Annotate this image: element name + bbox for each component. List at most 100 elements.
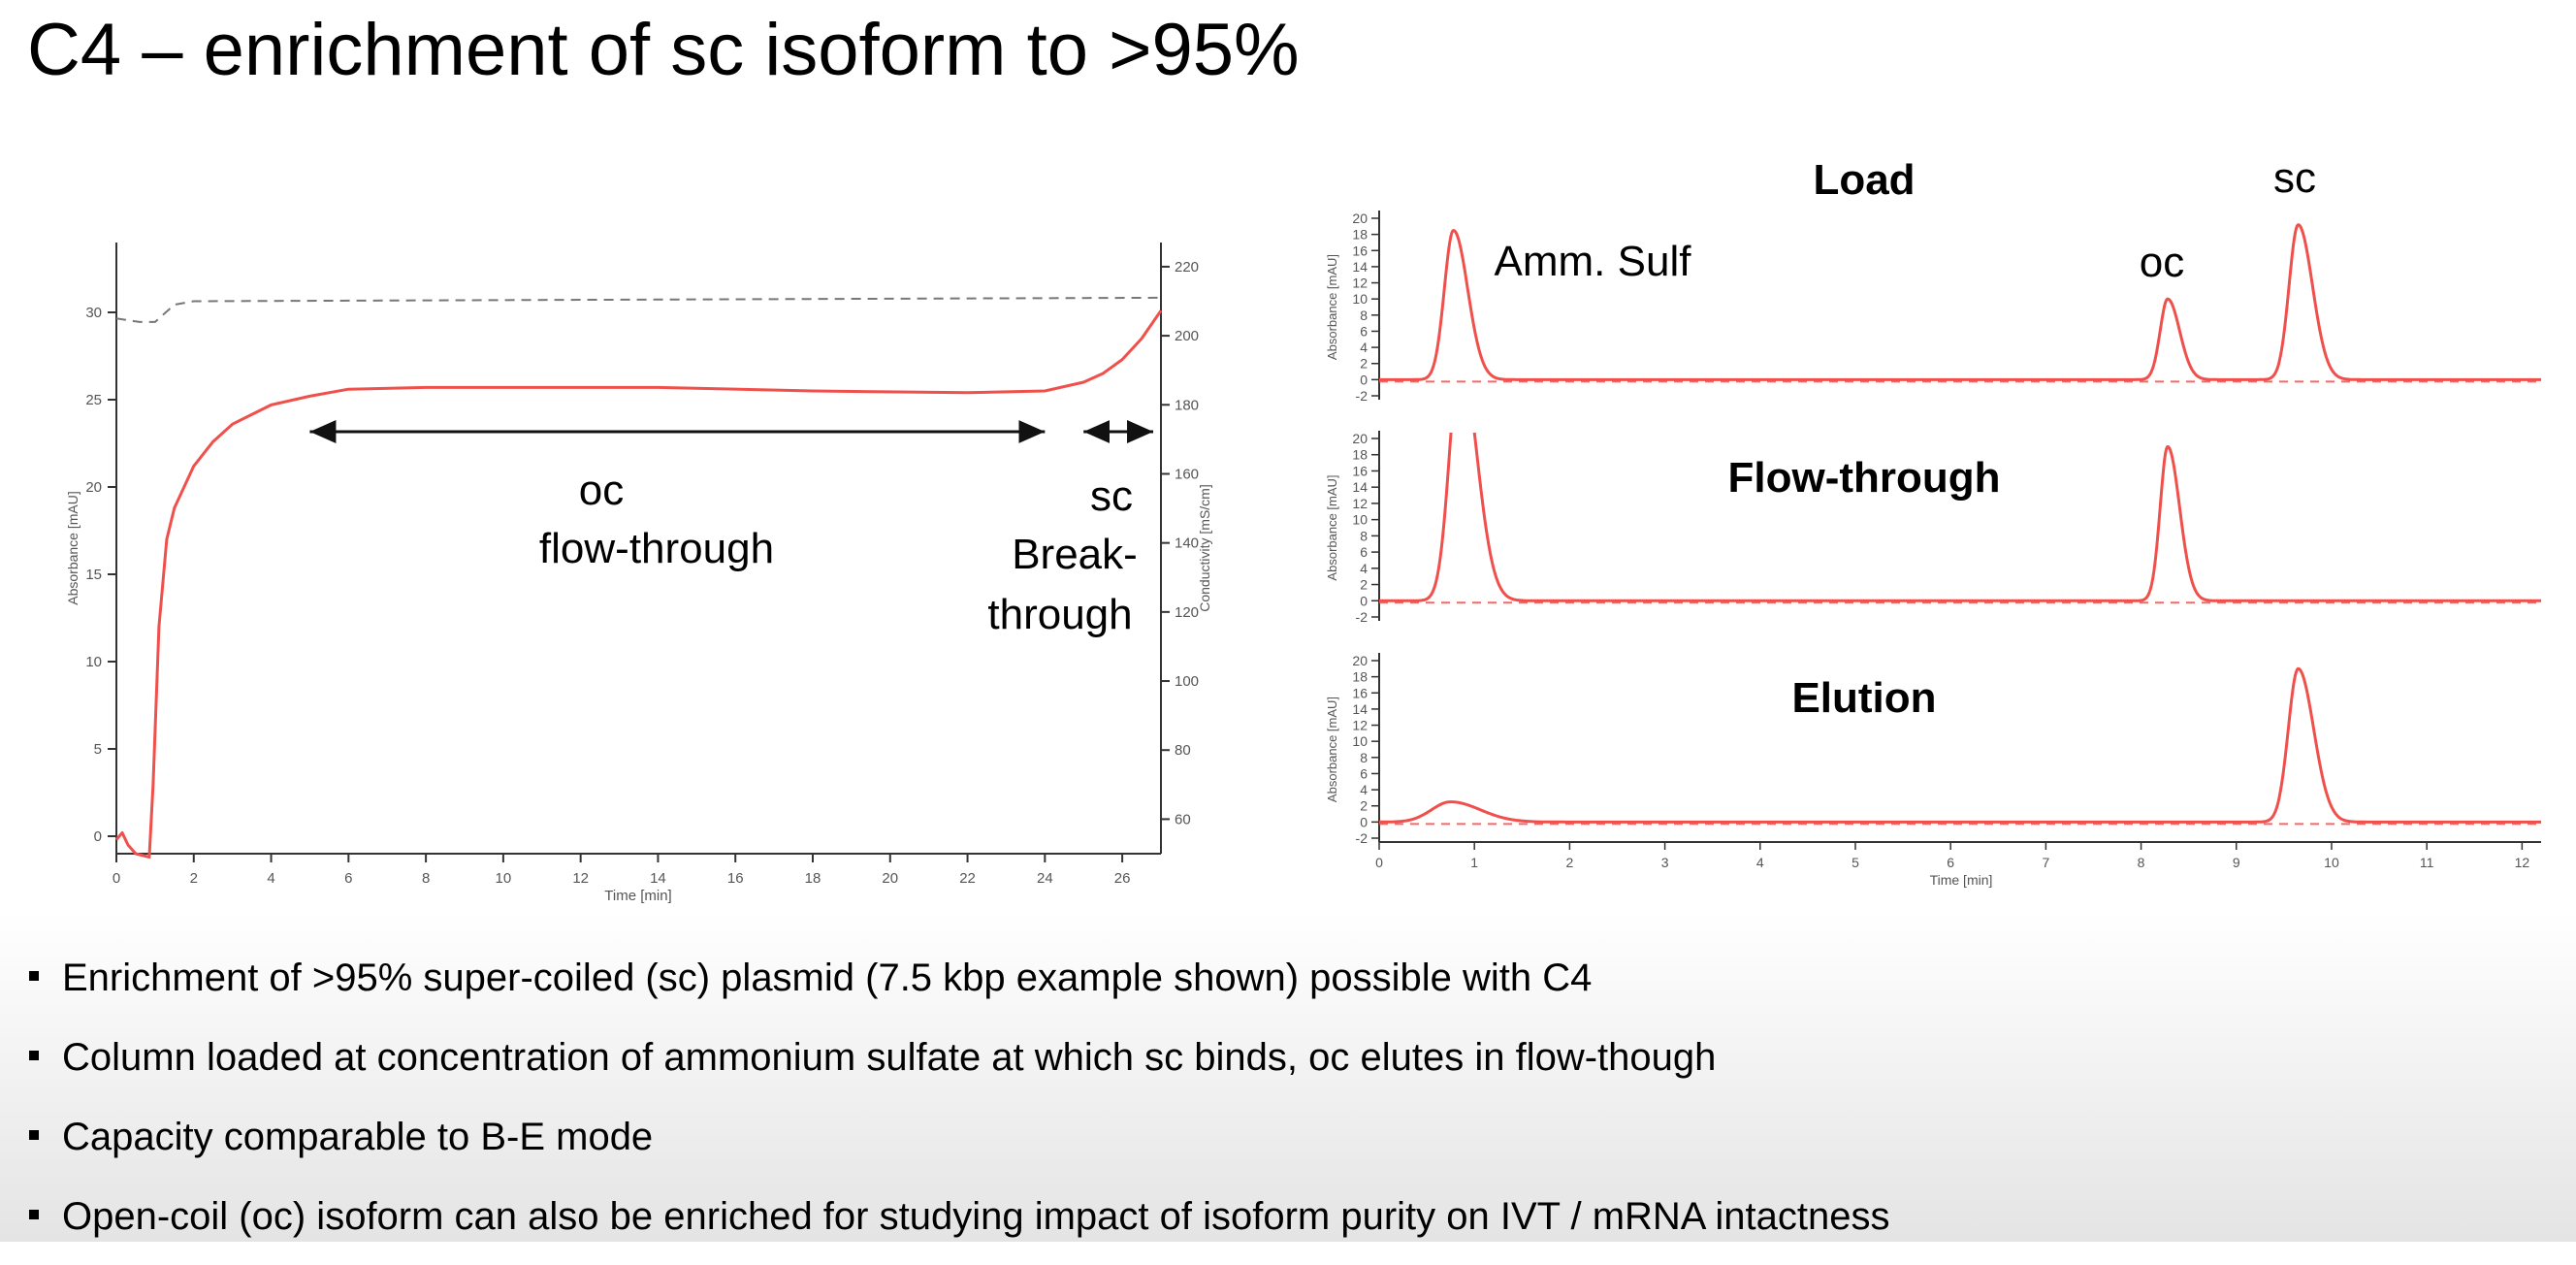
absorbance-trace [114, 309, 1163, 860]
panel-y-tick-label: 18 [1352, 227, 1368, 243]
x-tick-label: 22 [959, 870, 976, 887]
x-tick-label: 0 [113, 870, 120, 887]
y-tick-label: 0 [94, 828, 102, 845]
elution-title: Elution [1791, 674, 1936, 722]
x-tick-label: 8 [422, 870, 430, 887]
panel-y-tick-label: 18 [1352, 669, 1368, 685]
panel-y-tick-label: 20 [1352, 653, 1368, 668]
bullet-item: Open-coil (oc) isoform can also be enric… [29, 1185, 1890, 1265]
x-axis-label: Time [min] [1930, 872, 1993, 888]
bottom-background [0, 912, 2576, 1242]
x-tick-label: 2 [1565, 855, 1573, 870]
panel-y-tick-label: 0 [1360, 372, 1368, 387]
x-tick-label: 6 [344, 870, 352, 887]
load-title: Load [1813, 156, 1915, 204]
amm-sulf-peak-label: Amm. Sulf [1495, 238, 1692, 285]
panel-y-tick-label: 10 [1352, 512, 1368, 528]
bullet-marker [29, 1051, 39, 1061]
y-tick-label: 30 [85, 305, 102, 321]
x-tick-label: 4 [1756, 855, 1764, 870]
panel-y-tick-label: 18 [1352, 447, 1368, 463]
flow-through-label: flow-through [539, 525, 774, 572]
slide-title: C4 – enrichment of sc isoform to >95% [27, 9, 1300, 91]
y2-tick-label: 80 [1175, 742, 1191, 759]
panel-y-tick-label: 20 [1352, 211, 1368, 226]
oc-label: oc [579, 467, 624, 514]
x-tick-label: 16 [727, 870, 744, 887]
y-tick-label: 20 [85, 479, 102, 496]
panel-y-tick-label: 16 [1352, 685, 1368, 700]
panel-y-tick-label: 12 [1352, 496, 1368, 511]
x-tick-label: 0 [1375, 855, 1383, 870]
panel-y-tick-label: 12 [1352, 276, 1368, 291]
y2-tick-label: 140 [1175, 535, 1199, 552]
panel-y-axis-label: Absorbance [mAU] [1325, 254, 1339, 360]
panel-trace [1379, 223, 2542, 381]
y-tick-label: 5 [94, 741, 102, 758]
panel-y-tick-label: 2 [1360, 356, 1368, 372]
panel-y-tick-label: 0 [1360, 593, 1368, 608]
panel-y-tick-label: 6 [1360, 544, 1368, 560]
panel-y-tick-label: 4 [1360, 340, 1368, 355]
panel-y-tick-label: 6 [1360, 765, 1368, 781]
panel-y-tick-label: 20 [1352, 431, 1368, 446]
panel-y-tick-label: -2 [1356, 830, 1368, 846]
through-label: through [987, 591, 1132, 638]
bullet-item: Enrichment of >95% super-coiled (sc) pla… [29, 947, 1890, 1026]
panel-y-tick-label: 16 [1352, 243, 1368, 258]
y-axis-label: Absorbance [mAU] [65, 491, 80, 605]
y-tick-label: 25 [85, 392, 102, 408]
x-tick-label: 3 [1661, 855, 1669, 870]
panel-y-tick-label: 8 [1360, 308, 1368, 323]
x-tick-label: 2 [190, 870, 198, 887]
x-tick-label: 12 [572, 870, 589, 887]
y2-tick-label: 220 [1175, 259, 1199, 276]
x-tick-label: 18 [805, 870, 821, 887]
sc-label: sc [1090, 472, 1133, 520]
panel-y-tick-label: 12 [1352, 718, 1368, 733]
panel-y-tick-label: -2 [1356, 388, 1368, 404]
panel-y-tick-label: 0 [1360, 814, 1368, 829]
bullet-marker [29, 1210, 39, 1220]
x-tick-label: 20 [882, 870, 898, 887]
x-tick-label: 10 [496, 870, 512, 887]
panel-y-tick-label: 2 [1360, 577, 1368, 593]
oc-peak-label: oc [2140, 239, 2184, 286]
bullet-item: Capacity comparable to B-E mode [29, 1106, 1890, 1185]
panel-y-tick-label: 10 [1352, 733, 1368, 749]
break-label: Break- [1012, 531, 1138, 578]
panel-trace [1379, 433, 2542, 602]
y2-tick-label: 100 [1175, 673, 1199, 690]
x-tick-label: 10 [2324, 855, 2339, 870]
y2-tick-label: 180 [1175, 397, 1199, 413]
x-tick-label: 14 [650, 870, 666, 887]
bullet-item: Column loaded at concentration of ammoni… [29, 1026, 1890, 1106]
y2-tick-label: 200 [1175, 328, 1199, 344]
panel-y-axis-label: Absorbance [mAU] [1325, 474, 1339, 580]
y2-tick-label: 160 [1175, 466, 1199, 482]
bullet-marker [29, 1130, 39, 1141]
bullet-list: Enrichment of >95% super-coiled (sc) pla… [29, 947, 1890, 1265]
panel-y-tick-label: 14 [1352, 479, 1368, 495]
flow-through-title: Flow-through [1727, 454, 2000, 502]
x-tick-label: 26 [1114, 870, 1131, 887]
bullet-marker [29, 971, 39, 982]
panel-y-tick-label: 16 [1352, 463, 1368, 478]
panel-y-tick-label: 8 [1360, 750, 1368, 765]
y-tick-label: 10 [85, 654, 102, 670]
x-axis-label: Time [min] [604, 888, 671, 904]
x-tick-label: 11 [2420, 855, 2434, 870]
x-tick-label: 4 [267, 870, 274, 887]
panel-y-tick-label: 10 [1352, 291, 1368, 307]
y-tick-label: 15 [85, 567, 102, 583]
x-tick-label: 7 [2042, 855, 2049, 870]
x-tick-label: 9 [2233, 855, 2240, 870]
sc-peak-label: sc [2273, 154, 2316, 202]
x-tick-label: 8 [2138, 855, 2145, 870]
x-tick-label: 5 [1852, 855, 1859, 870]
panel-y-tick-label: 8 [1360, 528, 1368, 543]
panel-y-tick-label: 14 [1352, 259, 1368, 275]
